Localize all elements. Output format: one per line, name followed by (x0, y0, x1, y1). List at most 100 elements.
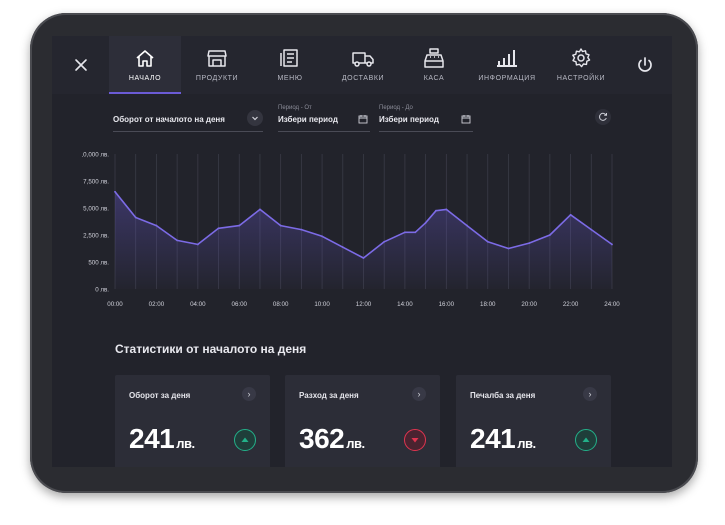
refresh-icon (599, 112, 607, 121)
dropdown-button[interactable] (247, 110, 263, 126)
data-point (414, 231, 417, 234)
stat-card-title: Оборот за деня (129, 391, 191, 400)
stat-card-title: Разход за деня (299, 391, 359, 400)
data-point (528, 242, 531, 244)
data-point (383, 240, 386, 243)
stat-card-title: Печалба за деня (470, 391, 536, 400)
stat-card-profit[interactable]: Печалба за деня › 241 лв. (456, 375, 611, 467)
data-point (445, 208, 448, 211)
nav-item-label: МЕНЮ (277, 75, 303, 82)
nav-item-label: ПРОДУКТИ (195, 75, 239, 82)
y-tick-label: 5,000 лв. (83, 206, 109, 213)
data-point (466, 224, 468, 227)
x-tick-label: 04:00 (190, 301, 206, 308)
data-point (300, 228, 303, 231)
chevron-down-icon (252, 116, 258, 121)
data-point (238, 224, 241, 227)
range-select-value: Оборот от началото на деня (113, 115, 225, 124)
x-tick-label: 24:00 (604, 301, 620, 308)
x-tick-label: 02:00 (149, 301, 165, 308)
y-tick-label: 2,500 лв. (83, 233, 109, 240)
x-tick-label: 18:00 (480, 301, 496, 308)
data-point (548, 234, 551, 236)
nav-item-deliveries[interactable]: ДОСТАВКИ (332, 36, 394, 94)
x-tick-label: 00:00 (107, 301, 123, 308)
data-point (321, 235, 323, 238)
data-point (435, 209, 437, 212)
stat-value: 241 лв. (129, 423, 195, 454)
nav-item-label: КАСА (423, 75, 445, 82)
store-icon (207, 50, 227, 67)
data-point (341, 246, 344, 249)
data-point (590, 228, 593, 231)
data-point (259, 208, 261, 211)
period-to-caption: Период - До (379, 105, 413, 111)
nav-item-label: НАСТРОЙКИ (556, 75, 606, 82)
data-point (217, 227, 220, 230)
cash-register-icon (424, 48, 444, 68)
x-tick-label: 06:00 (232, 301, 248, 308)
data-point (404, 231, 406, 234)
data-point (134, 216, 137, 219)
x-tick-label: 22:00 (563, 301, 579, 308)
x-tick-label: 16:00 (439, 301, 455, 308)
x-tick-label: 14:00 (397, 301, 413, 308)
chevron-right-icon[interactable]: › (412, 387, 426, 401)
nav-item-home[interactable]: НАЧАЛО (109, 36, 181, 94)
period-to-value: Избери период (379, 115, 439, 124)
stat-card-revenue[interactable]: Оборот за деня › 241 лв. (115, 375, 270, 467)
y-tick-label: 500 лв. (88, 260, 109, 267)
trend-up-icon (575, 429, 597, 451)
data-point (424, 221, 427, 224)
revenue-chart: 10,000 лв. 7,500 лв. 5,000 лв. 2,500 лв. 500… (82, 152, 620, 309)
nav-item-label: ДОСТАВКИ (341, 75, 385, 82)
nav-item-label: ИНФОРМАЦИЯ (478, 75, 536, 82)
range-select[interactable]: Оборот от началото на деня (113, 105, 263, 132)
period-from-field[interactable]: Период - От Избери период (278, 105, 370, 132)
top-navigation: НАЧАЛО ПРОДУКТИ МЕНЮ ДОСТАВКИ КАСА ИНФОР… (52, 36, 672, 94)
data-point (486, 240, 489, 243)
calendar-icon[interactable] (358, 114, 368, 124)
close-icon[interactable] (70, 54, 92, 76)
data-point (362, 257, 365, 259)
stats-section-title: Статистики от началото на деня (115, 342, 307, 356)
calendar-icon[interactable] (461, 114, 471, 124)
gear-icon (572, 48, 591, 68)
refresh-button[interactable] (595, 109, 611, 125)
trend-down-icon (404, 429, 426, 451)
x-tick-label: 08:00 (273, 301, 289, 308)
y-tick-label: 0 лв. (95, 287, 109, 294)
data-point (507, 247, 510, 250)
nav-item-products[interactable]: ПРОДУКТИ (186, 36, 248, 94)
chevron-right-icon[interactable]: › (583, 387, 597, 401)
y-tick-label: 7,500 лв. (83, 179, 109, 186)
period-from-value: Избери период (278, 115, 338, 124)
data-point (114, 190, 116, 193)
nav-item-settings[interactable]: НАСТРОЙКИ (550, 36, 612, 94)
x-tick-label: 20:00 (521, 301, 537, 308)
menu-icon (280, 49, 298, 67)
bar-chart-icon (497, 50, 517, 67)
x-tick-label: 12:00 (356, 301, 372, 308)
stat-value: 362 лв. (299, 423, 365, 454)
chevron-right-icon[interactable]: › (242, 387, 256, 401)
series-area (115, 191, 612, 289)
data-point (176, 239, 179, 242)
trend-up-icon (234, 429, 256, 451)
data-point (569, 213, 572, 216)
power-icon[interactable] (634, 54, 656, 76)
x-tick-label: 10:00 (314, 301, 330, 308)
data-point (196, 243, 199, 246)
period-from-caption: Период - От (278, 105, 312, 111)
data-point (279, 224, 282, 227)
nav-item-cash-register[interactable]: КАСА (405, 36, 463, 94)
y-tick-label: 10,000 лв. (82, 152, 109, 159)
home-icon (136, 50, 154, 67)
stat-value: 241 лв. (470, 423, 536, 454)
nav-item-information[interactable]: ИНФОРМАЦИЯ (476, 36, 538, 94)
data-point (611, 243, 613, 246)
stat-card-expense[interactable]: Разход за деня › 362 лв. (285, 375, 440, 467)
data-point (155, 224, 158, 227)
period-to-field[interactable]: Период - До Избери период (379, 105, 473, 132)
nav-item-menu[interactable]: МЕНЮ (260, 36, 320, 94)
